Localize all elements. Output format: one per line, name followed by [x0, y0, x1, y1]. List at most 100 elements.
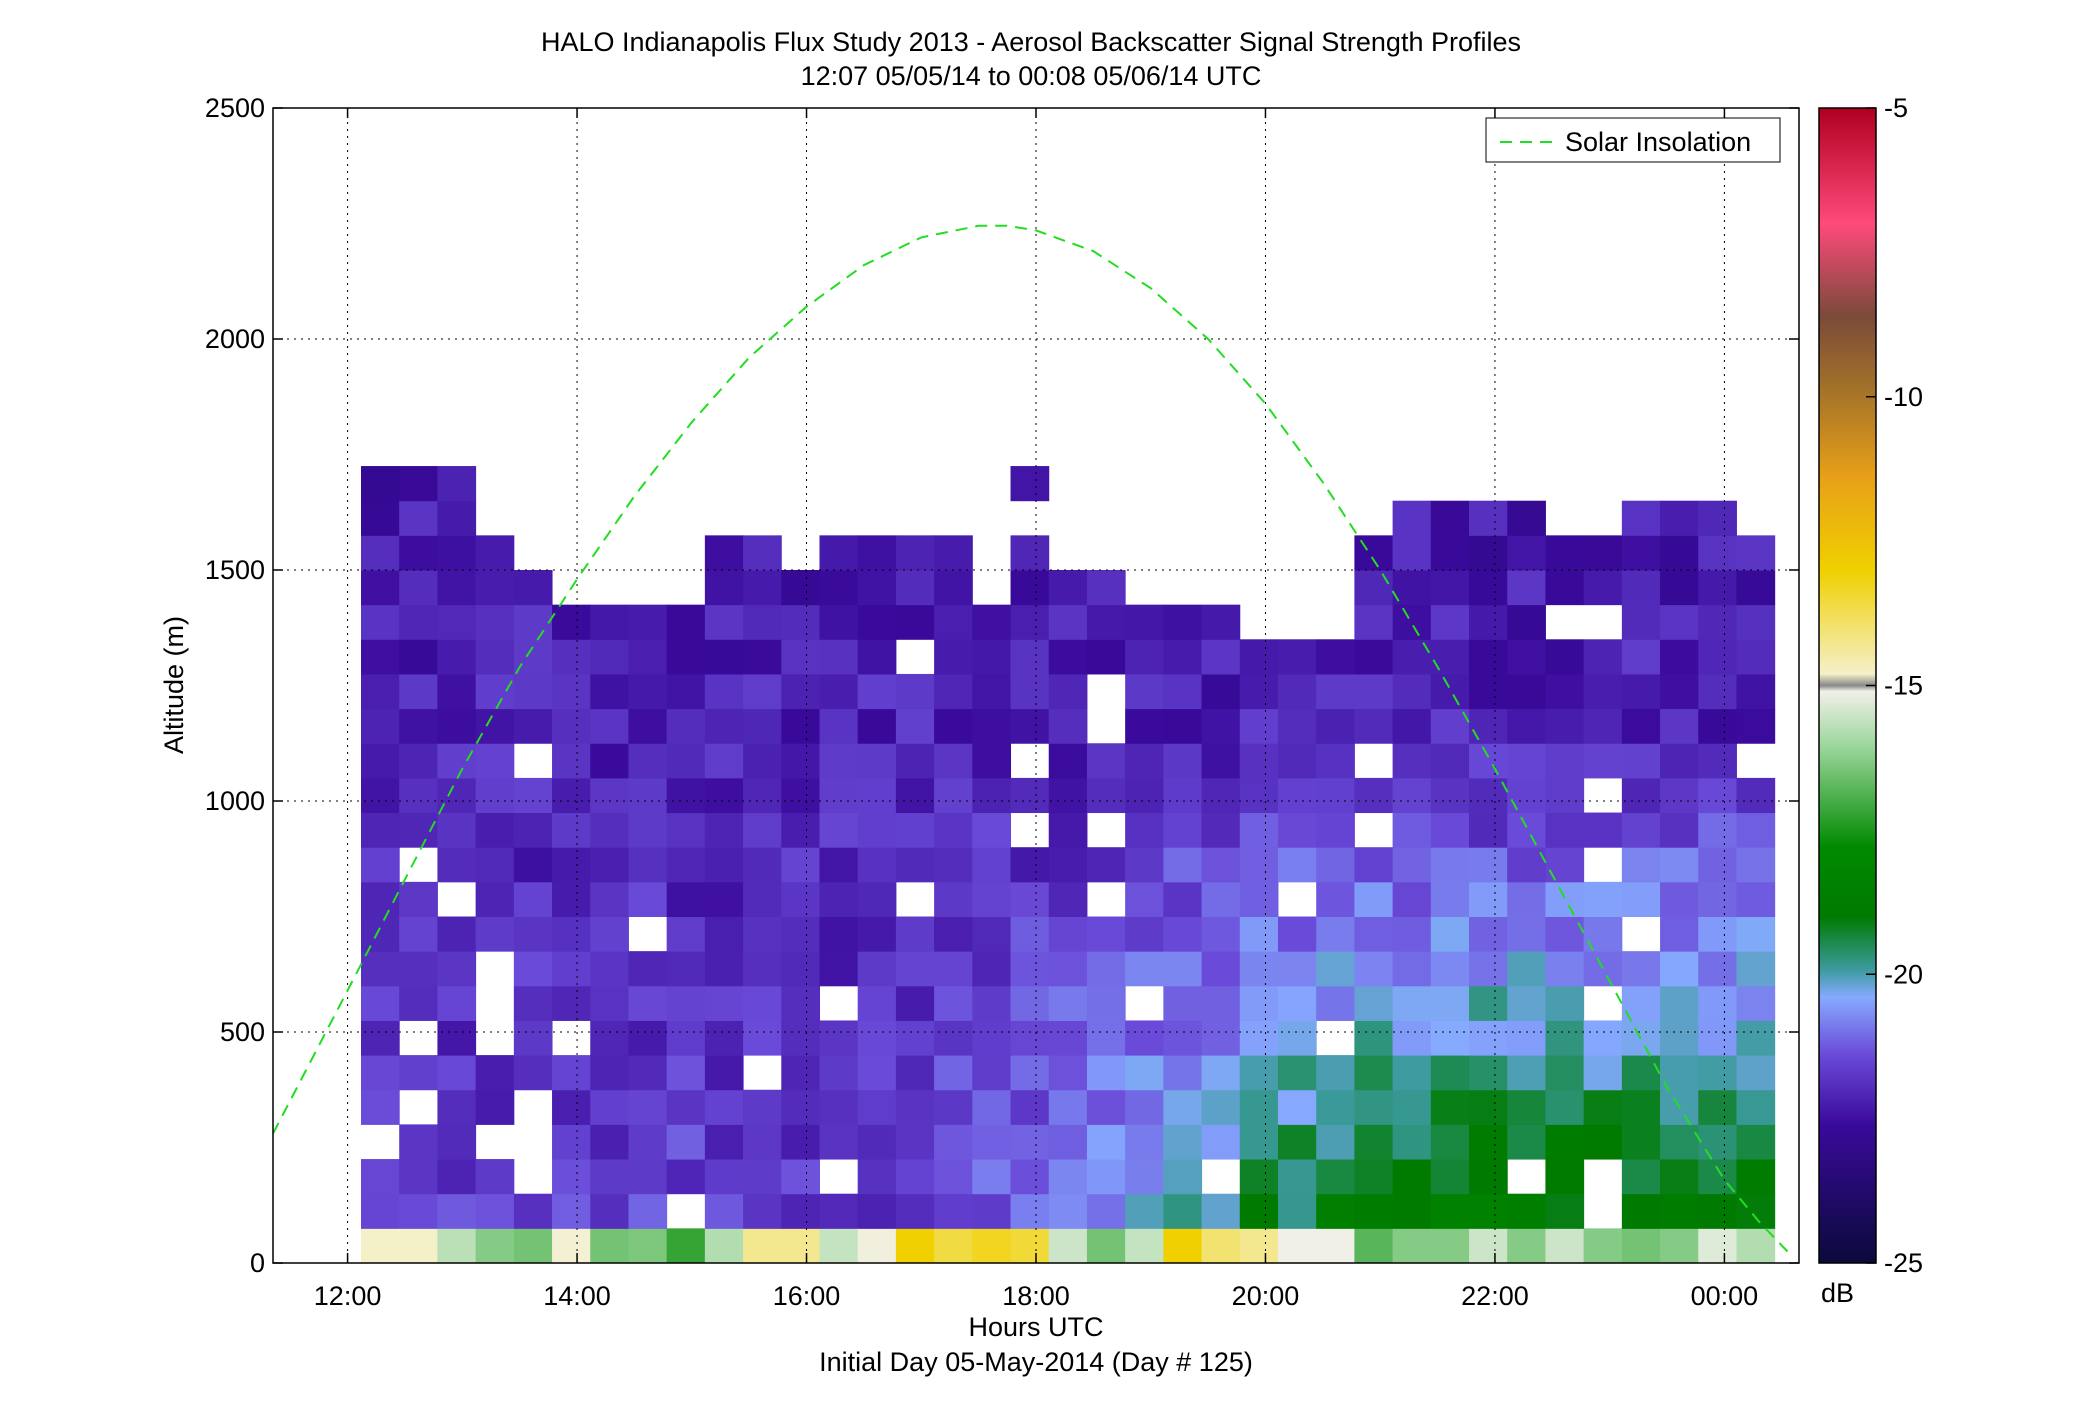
heatmap-cell [1201, 639, 1241, 675]
heatmap-cell [1048, 708, 1088, 744]
heatmap-cell [972, 1159, 1012, 1195]
heatmap-cell [1621, 1159, 1661, 1195]
heatmap-cell [1277, 639, 1317, 675]
heatmap-cell [1277, 1159, 1317, 1195]
heatmap-cell [1277, 1193, 1317, 1229]
heatmap-cell [590, 985, 629, 1021]
heatmap-cell [1736, 570, 1776, 606]
heatmap-cell [437, 1159, 477, 1195]
heatmap-cell [934, 1159, 973, 1195]
heatmap-cell [1086, 985, 1126, 1021]
heatmap-cell [743, 1159, 782, 1195]
heatmap-cell [590, 1159, 629, 1195]
heatmap-cell [437, 1020, 477, 1056]
heatmap-cell [895, 1089, 935, 1125]
heatmap-cell [361, 535, 400, 571]
heatmap-cell [1392, 500, 1432, 536]
heatmap-cell [895, 604, 935, 640]
heatmap-cell [361, 708, 400, 744]
heatmap-cell [1545, 708, 1585, 744]
heatmap-cell [1086, 570, 1126, 606]
heatmap-cell [1277, 777, 1317, 814]
heatmap-cell [361, 1228, 400, 1263]
heatmap-cell [781, 708, 820, 744]
heatmap-cell [1163, 708, 1203, 744]
heatmap-cell [704, 708, 744, 744]
heatmap-cell [1277, 673, 1317, 710]
heatmap-cell [666, 881, 706, 917]
x-tick-label: 18:00 [1002, 1281, 1070, 1311]
heatmap-cell [1698, 1228, 1737, 1263]
heatmap-cell [437, 639, 477, 675]
heatmap-cell [819, 1228, 859, 1263]
heatmap-cell [781, 777, 820, 814]
heatmap-cell [1736, 604, 1776, 640]
heatmap-cell [743, 639, 782, 675]
heatmap-cell [1736, 1124, 1776, 1160]
heatmap-cell [1048, 1228, 1088, 1263]
heatmap-cell [1316, 743, 1355, 779]
y-tick-label: 1500 [205, 555, 265, 585]
heatmap-cell [972, 708, 1012, 744]
colorbar-tick-label: -15 [1884, 671, 1923, 701]
heatmap-cell [1698, 916, 1737, 952]
heatmap-cell [972, 1020, 1012, 1056]
heatmap-cell [1392, 916, 1432, 952]
heatmap-cell [437, 812, 477, 848]
heatmap-cell [1201, 1089, 1241, 1125]
heatmap-cell [1736, 881, 1776, 917]
heatmap-cell [1736, 847, 1776, 883]
heatmap-cell [1736, 639, 1776, 675]
heatmap-cell [666, 1020, 706, 1056]
heatmap-cell [1545, 1228, 1585, 1263]
heatmap-cell [781, 1193, 820, 1229]
heatmap-cell [1239, 708, 1279, 744]
heatmap-cell [1239, 777, 1279, 814]
heatmap-cell [1125, 951, 1164, 987]
heatmap-cell [743, 708, 782, 744]
heatmap-cell [1583, 535, 1623, 571]
heatmap-cell [1163, 743, 1203, 779]
heatmap-cell [361, 673, 400, 710]
heatmap-cell [1048, 1159, 1088, 1195]
heatmap-cell [1048, 812, 1088, 848]
heatmap-cell [1430, 708, 1470, 744]
heatmap-cell [1469, 1124, 1508, 1160]
heatmap-cell [819, 1124, 859, 1160]
heatmap-cell [590, 777, 629, 814]
heatmap-cell [1201, 1055, 1241, 1091]
heatmap-cell [1583, 673, 1623, 710]
heatmap-cell [895, 812, 935, 848]
heatmap-cell [1392, 708, 1432, 744]
heatmap-cell [437, 673, 477, 710]
heatmap-cell [972, 673, 1012, 710]
heatmap-cell [628, 777, 668, 814]
heatmap-cell [361, 466, 400, 502]
heatmap-cell [1125, 1124, 1164, 1160]
heatmap-cell [972, 847, 1012, 883]
heatmap-cell [1392, 673, 1432, 710]
heatmap-cell [1277, 847, 1317, 883]
heatmap-cell [437, 466, 477, 502]
heatmap-cell [1354, 570, 1394, 606]
colorbar-tick-label: -5 [1884, 93, 1908, 123]
heatmap-cell [1660, 1020, 1699, 1056]
heatmap-cell [628, 604, 668, 640]
heatmap-cell [590, 881, 629, 917]
heatmap-cell [475, 777, 515, 814]
heatmap-cell [1660, 847, 1699, 883]
heatmap-cell [1086, 1159, 1126, 1195]
heatmap-cell [704, 847, 744, 883]
heatmap-cell [704, 570, 744, 606]
heatmap-cell [628, 1228, 668, 1263]
heatmap-cell [590, 1228, 629, 1263]
heatmap-cell [972, 1193, 1012, 1229]
heatmap-cell [628, 1124, 668, 1160]
heatmap-cell [399, 708, 438, 744]
heatmap-cell [1392, 985, 1432, 1021]
heatmap-cell [1469, 847, 1508, 883]
heatmap-cell [1430, 743, 1470, 779]
heatmap-cell [513, 847, 553, 883]
heatmap-cell [781, 743, 820, 779]
heatmap-cell [513, 985, 553, 1021]
